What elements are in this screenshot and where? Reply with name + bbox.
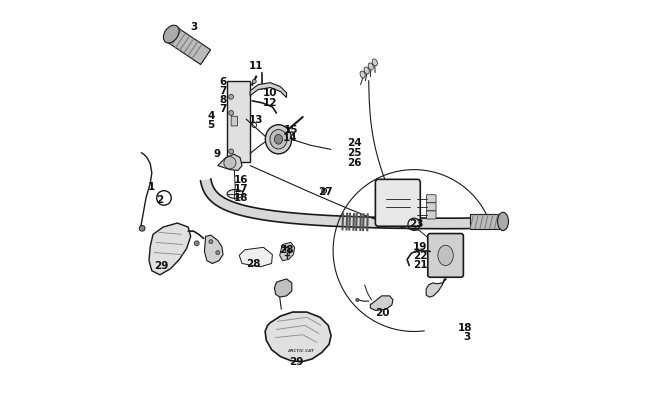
Circle shape	[252, 80, 256, 84]
Text: 13: 13	[249, 115, 263, 125]
FancyBboxPatch shape	[231, 117, 238, 127]
Polygon shape	[280, 243, 294, 261]
Text: 15: 15	[283, 125, 298, 135]
Text: 11: 11	[249, 61, 263, 71]
Ellipse shape	[497, 213, 508, 231]
Text: 29: 29	[289, 356, 304, 366]
Text: 12: 12	[263, 98, 278, 107]
FancyBboxPatch shape	[428, 234, 463, 277]
FancyBboxPatch shape	[426, 195, 436, 203]
Circle shape	[229, 149, 233, 154]
Text: 7: 7	[219, 103, 227, 113]
Text: 27: 27	[318, 186, 332, 196]
Text: 17: 17	[234, 183, 248, 193]
Polygon shape	[265, 312, 331, 362]
FancyBboxPatch shape	[375, 180, 421, 227]
Text: 9: 9	[213, 149, 220, 159]
Polygon shape	[166, 28, 211, 65]
Ellipse shape	[364, 68, 369, 75]
Ellipse shape	[227, 190, 243, 199]
Text: 24: 24	[347, 138, 361, 148]
Circle shape	[229, 111, 233, 116]
Text: 3: 3	[190, 22, 197, 32]
Polygon shape	[370, 296, 393, 311]
Circle shape	[356, 298, 359, 302]
Text: 26: 26	[347, 157, 361, 167]
Text: ARCTIC CAT: ARCTIC CAT	[287, 348, 314, 352]
Polygon shape	[470, 215, 503, 229]
Polygon shape	[200, 179, 485, 229]
Circle shape	[194, 241, 199, 246]
Text: 21: 21	[413, 259, 427, 269]
Text: 4: 4	[207, 111, 214, 121]
Circle shape	[209, 240, 213, 244]
Text: 22: 22	[413, 250, 427, 260]
Polygon shape	[250, 83, 287, 98]
Polygon shape	[218, 155, 242, 171]
Text: 10: 10	[263, 88, 278, 98]
Ellipse shape	[372, 60, 378, 67]
Ellipse shape	[270, 130, 287, 149]
Circle shape	[216, 251, 220, 255]
Circle shape	[229, 95, 233, 100]
Ellipse shape	[438, 246, 453, 266]
Polygon shape	[239, 248, 272, 267]
Polygon shape	[274, 279, 292, 297]
Polygon shape	[149, 224, 190, 275]
Ellipse shape	[274, 135, 283, 145]
Text: 25: 25	[347, 147, 361, 158]
Text: 5: 5	[207, 120, 214, 130]
Ellipse shape	[163, 26, 179, 44]
Ellipse shape	[368, 64, 373, 71]
FancyBboxPatch shape	[426, 203, 436, 211]
Circle shape	[139, 226, 145, 232]
Polygon shape	[205, 236, 223, 264]
Text: 1: 1	[148, 181, 155, 191]
Polygon shape	[227, 81, 250, 162]
Ellipse shape	[265, 126, 292, 154]
Text: 14: 14	[283, 133, 298, 143]
Text: 3: 3	[464, 332, 471, 341]
Text: 18: 18	[234, 193, 248, 202]
Text: 19: 19	[413, 241, 427, 251]
Text: 28: 28	[280, 244, 294, 254]
Text: 20: 20	[375, 307, 390, 317]
Text: 23: 23	[409, 219, 423, 228]
Ellipse shape	[360, 72, 365, 79]
Polygon shape	[426, 279, 447, 297]
Text: 7: 7	[219, 85, 227, 95]
Text: 6: 6	[220, 77, 227, 86]
Text: 2: 2	[156, 195, 164, 205]
Circle shape	[322, 189, 326, 194]
Text: 16: 16	[234, 174, 248, 184]
Text: 18: 18	[458, 322, 472, 332]
FancyBboxPatch shape	[426, 211, 436, 220]
Circle shape	[224, 157, 236, 169]
Text: 8: 8	[220, 95, 227, 104]
Text: 29: 29	[154, 260, 169, 270]
Text: 28: 28	[246, 258, 260, 268]
